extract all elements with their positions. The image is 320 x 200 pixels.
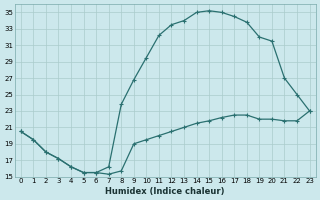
X-axis label: Humidex (Indice chaleur): Humidex (Indice chaleur) — [106, 187, 225, 196]
